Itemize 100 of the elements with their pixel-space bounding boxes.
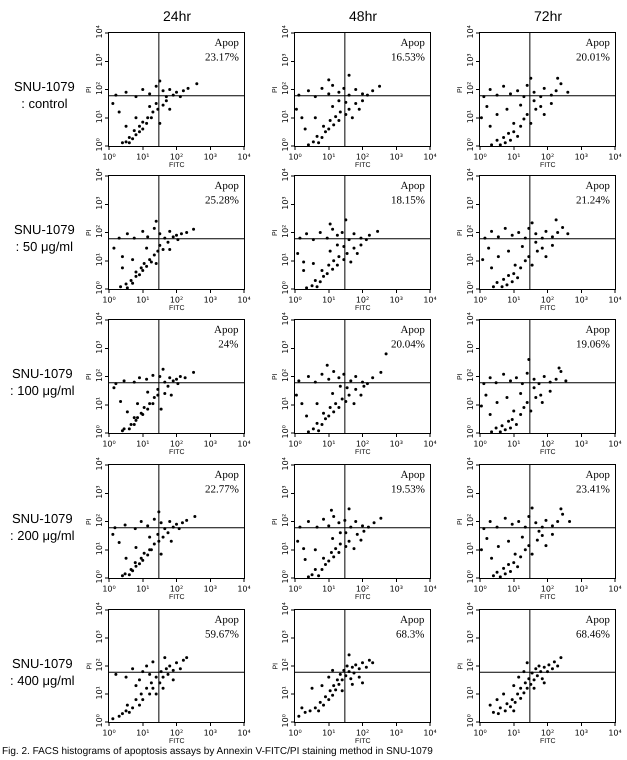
y-tick-label: 10¹ — [94, 396, 104, 410]
y-tick-label: 10³ — [280, 340, 290, 354]
x-tick-label: 10⁴ — [608, 152, 622, 162]
text: SNU-1079 : 200 μg/ml — [10, 511, 75, 543]
x-tick-label: 10⁰ — [102, 728, 116, 738]
annotation: Apop 20.04% — [391, 324, 426, 350]
x-tick-label: 10³ — [574, 584, 588, 594]
x-tick-label: 10² — [170, 296, 184, 305]
x-tick-label: 10¹ — [136, 440, 150, 449]
y-tick-label: 10⁰ — [466, 570, 475, 584]
annotation: Apop 18.15% — [391, 180, 426, 206]
x-tick-label: 10² — [356, 296, 370, 305]
annotation: Apop 24% — [214, 324, 239, 350]
annotation: Apop 68.46% — [576, 614, 610, 640]
x-tick-label: 10⁰ — [102, 152, 116, 162]
y-tick-label: 10¹ — [280, 252, 290, 266]
y-tick-label: 10² — [94, 514, 104, 527]
x-tick-label: 10⁴ — [237, 152, 251, 162]
y-tick-label: 10³ — [280, 53, 290, 67]
y-tick-label: 10¹ — [280, 110, 290, 124]
y-tick-label: 10⁴ — [94, 602, 104, 616]
annotation: Apop 22.77% — [205, 469, 240, 496]
x-tick-label: 10² — [356, 152, 370, 162]
x-tick-label: 10² — [356, 440, 370, 449]
x-tick-label: 10⁴ — [423, 584, 437, 594]
x-tick-label: 10¹ — [507, 440, 520, 449]
y-tick-label: 10⁴ — [466, 457, 475, 470]
y-tick-label: 10³ — [466, 196, 475, 210]
x-tick-label: 10¹ — [322, 584, 336, 594]
x-tick-label: 10⁰ — [102, 296, 116, 305]
annotation: Apop 19.06% — [576, 324, 610, 350]
x-tick-label: 10¹ — [136, 152, 150, 162]
y-tick-label: 10² — [466, 514, 475, 527]
y-tick-label: 10⁰ — [280, 714, 290, 728]
y-tick-label: 10¹ — [94, 542, 104, 556]
x-tick-label: 10³ — [390, 152, 403, 162]
y-tick-label: 10⁰ — [280, 425, 290, 438]
y-tick-label: 10¹ — [94, 252, 104, 266]
x-tick-label: 10³ — [390, 440, 403, 449]
y-tick-label: 10¹ — [280, 542, 290, 556]
x-tick-label: 10⁴ — [237, 728, 251, 738]
x-tick-label: 10⁴ — [237, 440, 251, 449]
x-tick-label: 10¹ — [136, 728, 150, 738]
text: SNU-1079 : 50 μg/ml — [14, 222, 75, 254]
x-tick-label: 10³ — [204, 440, 217, 449]
x-tick-label: 10⁴ — [608, 584, 622, 594]
annotation: Apop 23.41% — [576, 469, 610, 496]
text: SNU-1079 : control — [14, 79, 75, 111]
y-tick-label: 10⁰ — [94, 281, 104, 294]
x-tick-label: 10³ — [390, 728, 403, 738]
x-tick-label: 10³ — [574, 152, 588, 162]
x-tick-label: 10² — [540, 296, 554, 305]
y-tick-label: 10⁴ — [280, 457, 290, 470]
y-tick-label: 10² — [280, 82, 290, 95]
y-tick-label: 10³ — [466, 630, 475, 644]
x-tick-label: 10² — [540, 152, 554, 162]
y-tick-label: 10¹ — [94, 686, 104, 700]
x-tick-label: 10¹ — [136, 296, 150, 305]
y-tick-label: 10⁰ — [94, 570, 104, 584]
x-tick-label: 10⁰ — [102, 584, 116, 594]
y-tick-label: 10² — [466, 658, 475, 672]
y-tick-label: 10⁰ — [94, 138, 104, 152]
x-tick-label: 10³ — [204, 584, 217, 594]
y-tick-label: 10⁰ — [466, 714, 475, 728]
y-tick-label: 10² — [466, 368, 475, 382]
y-tick-label: 10⁰ — [94, 714, 104, 728]
y-tick-label: 10³ — [94, 53, 104, 67]
x-tick-label: 10⁰ — [288, 296, 302, 305]
y-tick-label: 10² — [94, 82, 104, 95]
chart-title: 72hr — [534, 8, 562, 24]
x-tick-label: 10⁰ — [288, 152, 302, 162]
y-tick-label: 10² — [94, 224, 104, 238]
annotation: Apop 21.24% — [576, 180, 610, 206]
x-tick-label: 10⁴ — [423, 152, 437, 162]
x-tick-label: 10³ — [574, 440, 588, 449]
x-tick-label: 10⁰ — [288, 584, 302, 594]
y-tick-label: 10⁴ — [280, 602, 290, 616]
x-tick-label: 10⁰ — [473, 296, 487, 305]
y-tick-label: 10² — [466, 82, 475, 95]
y-tick-label: 10¹ — [94, 110, 104, 124]
annotation: Apop 19.53% — [391, 469, 426, 496]
annotation: Apop 23.17% — [205, 37, 240, 64]
y-tick-label: 10² — [280, 658, 290, 672]
x-tick-label: 10² — [540, 440, 554, 449]
x-tick-label: 10⁰ — [288, 440, 302, 449]
x-tick-label: 10² — [170, 584, 184, 594]
caption: Fig. 2. FACS histograms of apoptosis assays by Annexin V-FITC/PI staining method in SNU-1079 — [2, 746, 434, 757]
y-tick-label: 10⁴ — [94, 25, 104, 38]
x-tick-label: 10⁴ — [237, 584, 251, 594]
x-tick-label: 10² — [356, 584, 370, 594]
y-tick-label: 10³ — [94, 630, 104, 644]
y-tick-label: 10⁴ — [466, 168, 475, 182]
y-tick-label: 10¹ — [466, 396, 475, 410]
y-tick-label: 10³ — [94, 340, 104, 354]
x-tick-label: 10¹ — [507, 152, 520, 162]
y-tick-label: 10¹ — [466, 542, 475, 556]
y-tick-label: 10³ — [466, 485, 475, 499]
y-tick-label: 10¹ — [466, 252, 475, 266]
y-tick-label: 10⁰ — [280, 138, 290, 152]
y-tick-label: 10⁴ — [466, 602, 475, 616]
